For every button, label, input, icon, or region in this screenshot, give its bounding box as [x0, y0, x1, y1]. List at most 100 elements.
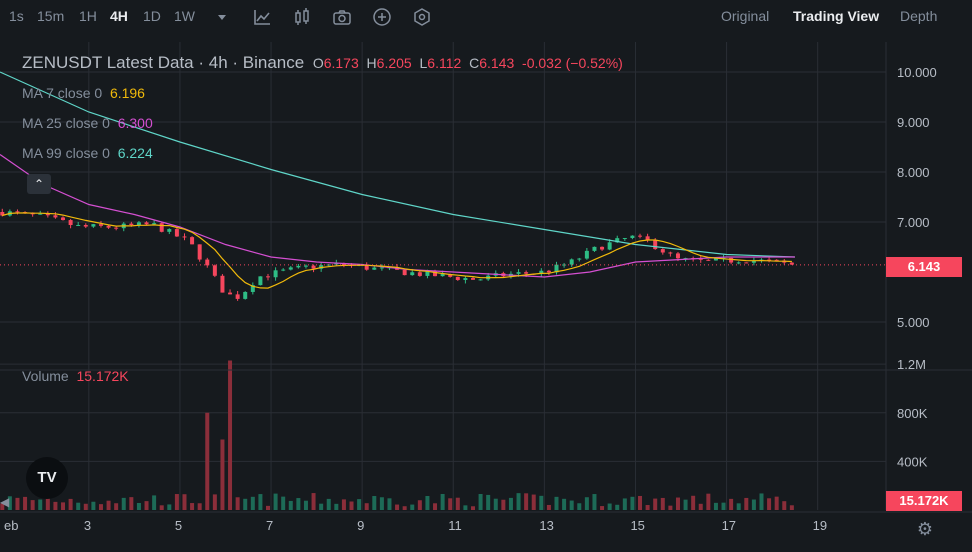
volume-bar [266, 505, 271, 510]
candle-body [197, 244, 202, 260]
open-value: 6.173 [323, 55, 359, 71]
view-trading-view[interactable]: Trading View [793, 8, 880, 24]
timeframe-1h[interactable]: 1H [79, 8, 97, 24]
candle-body [410, 272, 415, 276]
volume-bar [0, 503, 5, 510]
candle-body [668, 252, 673, 254]
time-tick-label: 17 [722, 518, 736, 533]
candle-body [243, 291, 248, 299]
candle-body [653, 240, 658, 250]
price-tick-label: 5.000 [897, 315, 930, 330]
volume-bar [607, 503, 612, 510]
candle-body [182, 236, 187, 238]
price-chart[interactable]: 10.000 9.000 8.000 7.000 5.000 1.2M 800K 400K eb… [0, 42, 972, 552]
caret-down-icon[interactable] [211, 6, 233, 28]
volume-tick-label: 1.2M [897, 357, 926, 372]
candle-body [258, 276, 263, 286]
candle-body [45, 213, 50, 216]
ma7-line [2, 212, 792, 289]
volume-bar [167, 504, 172, 510]
candle-body [98, 224, 103, 226]
volume-bar [736, 503, 741, 510]
candle-body [106, 225, 111, 228]
timeframe-1s[interactable]: 1s [9, 8, 24, 24]
price-tick-label: 9.000 [897, 115, 930, 130]
time-tick-label: 15 [630, 518, 644, 533]
view-original[interactable]: Original [721, 8, 770, 24]
volume-bar [235, 497, 240, 510]
volume-bar [562, 498, 567, 510]
candle-body [402, 269, 407, 276]
volume-bar [774, 496, 779, 510]
candle-body [622, 238, 627, 240]
candle-body [220, 275, 225, 293]
ma99-legend: MA 99 close 0 6.224 [22, 145, 153, 161]
candle-body [364, 264, 369, 270]
candle-body [144, 222, 149, 225]
collapse-legend-button[interactable]: ⌃ [27, 174, 51, 194]
candle-body [174, 229, 179, 237]
volume-bar [23, 496, 28, 510]
timeframe-1w[interactable]: 1W [174, 8, 195, 24]
volume-bar [433, 503, 438, 510]
camera-icon[interactable] [331, 6, 353, 28]
ma25-value: 6.300 [117, 115, 153, 131]
timeframe-15m[interactable]: 15m [37, 8, 65, 24]
volume-bar [228, 360, 233, 510]
volume-bar [782, 501, 787, 510]
add-circle-icon[interactable] [371, 6, 393, 28]
candle-body [584, 250, 589, 259]
candle-body [38, 213, 43, 215]
volume-bar [402, 506, 407, 510]
chart-settings-icon[interactable]: ⚙ [916, 519, 934, 539]
line-chart-icon[interactable] [251, 6, 273, 28]
timeframe-1d[interactable]: 1D [143, 8, 161, 24]
candle-body [638, 235, 643, 237]
volume-bar [250, 496, 255, 510]
chart-area[interactable]: 10.000 9.000 8.000 7.000 5.000 1.2M 800K 400K eb… [0, 42, 972, 552]
ma7-value: 6.196 [109, 85, 145, 101]
current-volume-tag: 15.172K [886, 491, 962, 511]
volume-bar [182, 494, 187, 510]
time-tick-label: 5 [175, 518, 182, 533]
volume-bar [30, 500, 35, 510]
volume-bar [417, 500, 422, 510]
candle-body [607, 242, 612, 250]
candle-body [417, 272, 422, 276]
candle-body [228, 292, 233, 295]
candle-body [15, 211, 20, 213]
volume-bar [114, 503, 119, 510]
timeframe-4h[interactable]: 4H [110, 8, 128, 24]
candle-body [425, 271, 430, 276]
volume-bar [751, 499, 756, 510]
volume-bar [524, 493, 529, 510]
volume-bar [288, 500, 293, 510]
volume-tick-label: 800K [897, 406, 928, 421]
volume-bar [319, 503, 324, 510]
toolbar: 1s 15m 1H 4H 1D 1W Original Trading View… [0, 0, 972, 34]
time-tick-label: 3 [84, 518, 91, 533]
volume-bar [212, 494, 217, 510]
volume-bar [303, 500, 308, 510]
candle-body [744, 262, 749, 264]
candle-body [152, 223, 157, 225]
volume-bar [83, 503, 88, 510]
volume-bar [622, 498, 627, 510]
candle-body [190, 237, 195, 245]
volume-bar [273, 493, 278, 510]
volume-bar [767, 498, 772, 510]
volume-bar [501, 499, 506, 510]
volume-bar [425, 496, 430, 510]
symbol-line: ZENUSDT Latest Data · 4h · Binance [22, 53, 305, 72]
view-depth[interactable]: Depth [900, 8, 938, 24]
volume-legend: Volume 15.172K [22, 368, 129, 384]
time-tick-label: 9 [357, 518, 364, 533]
scroll-left-icon[interactable]: ◀ [0, 495, 10, 509]
volume-bar [68, 498, 73, 510]
volume-bar [638, 495, 643, 510]
settings-hex-icon[interactable] [411, 6, 433, 28]
volume-bar [789, 505, 794, 510]
candle-body [516, 272, 521, 274]
indicators-icon[interactable] [291, 6, 313, 28]
candle-body [524, 272, 529, 274]
